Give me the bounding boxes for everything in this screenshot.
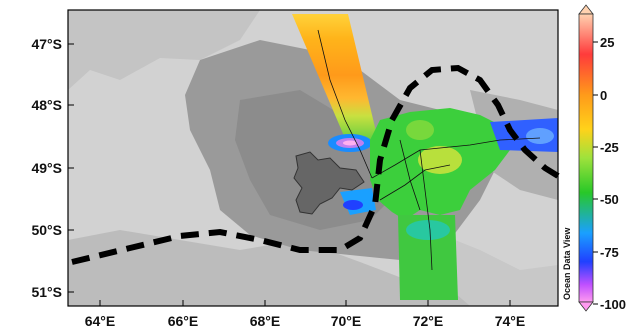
colorbar-tick-label: -50	[600, 192, 619, 207]
ocean-data-view-watermark: Ocean Data View	[562, 227, 572, 300]
lon-tick-label: 66°E	[168, 313, 199, 329]
lon-tick-label: 70°E	[331, 313, 362, 329]
colorbar: 25 0 -25 -50 -75 -100 Ocean Data View	[562, 4, 626, 312]
colorbar-tick-label: 25	[600, 35, 614, 50]
lat-tick-label: 48°S	[31, 97, 62, 113]
colorbar-tick-label: -75	[600, 245, 619, 260]
longitude-axis: 64°E 66°E 68°E 70°E 72°E 74°E	[85, 300, 526, 329]
colorbar-tick-label: -100	[600, 297, 626, 312]
colorbar-ticks: 25 0 -25 -50 -75 -100	[593, 35, 626, 312]
lon-tick-label: 68°E	[250, 313, 281, 329]
lon-tick-label: 64°E	[85, 313, 116, 329]
colorbar-tick-label: -25	[600, 140, 619, 155]
lat-tick-label: 47°S	[31, 36, 62, 52]
lat-tick-label: 50°S	[31, 222, 62, 238]
colorbar-top-cap	[578, 4, 594, 15]
colorbar-ramp	[578, 13, 594, 303]
front-line	[71, 64, 560, 265]
lon-tick-label: 74°E	[495, 313, 526, 329]
colorbar-tick-label: 0	[600, 88, 607, 103]
lat-tick-label: 49°S	[31, 160, 62, 176]
island-shape	[293, 151, 365, 215]
latitude-axis: 47°S 48°S 49°S 50°S 51°S	[31, 36, 74, 300]
colorbar-bottom-cap	[578, 301, 594, 312]
lat-tick-label: 51°S	[31, 284, 62, 300]
transect-band	[292, 14, 378, 152]
lon-tick-label: 72°E	[413, 313, 444, 329]
ship-tracks	[317, 29, 541, 271]
plot-frame	[67, 9, 559, 307]
